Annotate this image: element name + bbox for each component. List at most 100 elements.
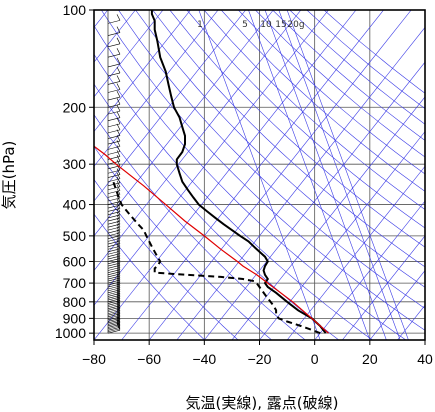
wind-barb-flag bbox=[116, 240, 121, 247]
wind-barb-flag bbox=[116, 249, 121, 257]
wind-barb-shaft bbox=[107, 321, 121, 325]
wind-barb-flag bbox=[116, 111, 121, 118]
dry-adiabat bbox=[238, 10, 425, 175]
wind-barb-flag bbox=[116, 263, 121, 270]
wind-barb-flag bbox=[116, 265, 121, 272]
wind-barb-shaft bbox=[107, 287, 121, 292]
parcel-line bbox=[94, 145, 329, 334]
wind-barb-shaft bbox=[107, 63, 121, 68]
wind-barb-flag bbox=[116, 180, 121, 187]
wind-barb-shaft bbox=[107, 298, 121, 303]
wind-barb-flag bbox=[116, 275, 121, 283]
wind-barb-flag bbox=[116, 159, 121, 166]
wind-barb-shaft bbox=[107, 267, 121, 271]
wind-barb-shaft bbox=[107, 248, 121, 253]
wind-barb-flag bbox=[116, 267, 121, 275]
wind-barb-shaft bbox=[107, 329, 121, 334]
wind-barb-shaft bbox=[107, 217, 121, 222]
wind-barb-flag bbox=[117, 1, 120, 7]
wind-barb-shaft bbox=[107, 253, 121, 257]
wind-barb-shaft bbox=[107, 245, 121, 250]
dry-adiabat bbox=[101, 10, 425, 331]
x-tick-label: −80 bbox=[82, 351, 106, 367]
wind-barb-shaft bbox=[107, 197, 121, 202]
wind-barb-shaft bbox=[107, 20, 121, 24]
wind-barb-shaft bbox=[107, 140, 121, 145]
dry-adiabat bbox=[186, 10, 425, 229]
y-tick-label: 900 bbox=[63, 310, 87, 326]
wind-barb-flag bbox=[116, 140, 121, 147]
x-tick-label: −60 bbox=[137, 351, 161, 367]
skewed-isotherm bbox=[176, 26, 425, 340]
wind-barb-shaft bbox=[107, 279, 121, 284]
wind-barb-shaft bbox=[107, 324, 121, 328]
wind-barb-shaft bbox=[107, 319, 121, 324]
y-tick-label: 200 bbox=[63, 99, 87, 115]
wind-barb-flag bbox=[116, 104, 121, 112]
wind-barb-flag bbox=[116, 117, 121, 125]
wind-barb-shaft bbox=[107, 186, 121, 191]
wind-barb-flag bbox=[116, 155, 121, 162]
wind-barb-flag bbox=[116, 218, 121, 225]
x-tick-label: 0 bbox=[311, 351, 319, 367]
wind-barb-flag bbox=[116, 245, 121, 252]
wind-barb-flag bbox=[116, 184, 121, 191]
skewed-isotherm bbox=[231, 96, 425, 340]
wind-barb-shaft bbox=[107, 211, 121, 215]
wind-barb-shaft bbox=[107, 318, 121, 322]
skewed-isotherm bbox=[94, 10, 164, 98]
wind-barb-shaft bbox=[107, 129, 121, 134]
wind-barb-shaft bbox=[107, 293, 121, 297]
mixing-ratio-label: 1 bbox=[197, 20, 203, 30]
wind-barb-shaft bbox=[107, 169, 121, 174]
dry-adiabat bbox=[135, 10, 425, 288]
mixing-ratio-line bbox=[286, 10, 409, 340]
wind-barb-flag bbox=[116, 315, 121, 322]
wind-barb-shaft bbox=[107, 313, 121, 318]
wind-barb-flag bbox=[116, 261, 121, 268]
wind-barb-flag bbox=[116, 271, 121, 279]
wind-barb-flag bbox=[116, 256, 121, 264]
wind-barb-shaft bbox=[107, 151, 121, 155]
temperature-line bbox=[150, 10, 327, 334]
skewed-isotherm bbox=[259, 131, 425, 340]
y-tick-label: 800 bbox=[63, 294, 87, 310]
x-tick-label: 20 bbox=[362, 351, 378, 367]
wind-barb-shaft bbox=[107, 178, 121, 183]
y-tick-label: 100 bbox=[63, 2, 87, 18]
x-tick-label: −40 bbox=[192, 351, 216, 367]
wind-barb-flag bbox=[116, 259, 121, 266]
wind-barb-flag bbox=[116, 188, 121, 195]
wind-barb-flag bbox=[116, 221, 121, 228]
wind-barb-shaft bbox=[107, 250, 121, 255]
wind-barb-flag bbox=[116, 150, 121, 157]
wind-barb-shaft bbox=[107, 110, 121, 115]
adiabat-lines bbox=[94, 10, 425, 340]
dry-adiabat bbox=[203, 10, 425, 210]
wind-barb-shaft bbox=[107, 201, 121, 205]
wind-barb-flag bbox=[116, 316, 121, 324]
wind-barb-shaft bbox=[107, 208, 121, 212]
dry-adiabat bbox=[152, 10, 425, 268]
wind-barb-shaft bbox=[107, 135, 121, 139]
wind-barb-flag bbox=[116, 75, 121, 82]
wind-barb-shaft bbox=[107, 81, 121, 85]
wind-barb-shaft bbox=[107, 223, 121, 228]
dewpoint-line bbox=[112, 181, 321, 335]
wind-barb-shaft bbox=[107, 273, 121, 278]
skewed-isotherm bbox=[148, 10, 412, 340]
skewed-isotherm bbox=[94, 10, 357, 340]
wind-barb-shaft bbox=[107, 300, 121, 304]
wind-barb-flag bbox=[116, 176, 121, 183]
wind-barb-shaft bbox=[107, 307, 121, 311]
skewed-isotherm bbox=[286, 165, 425, 340]
wind-barb-flag bbox=[116, 252, 121, 259]
wind-barb-shaft bbox=[107, 283, 121, 288]
wind-barb-shaft bbox=[107, 229, 121, 234]
wind-barb-shaft bbox=[107, 190, 121, 194]
skewed-isotherm bbox=[204, 61, 425, 340]
skewed-isotherm bbox=[94, 10, 302, 271]
dry-adiabat bbox=[94, 145, 272, 340]
wind-barb-shaft bbox=[107, 53, 121, 58]
